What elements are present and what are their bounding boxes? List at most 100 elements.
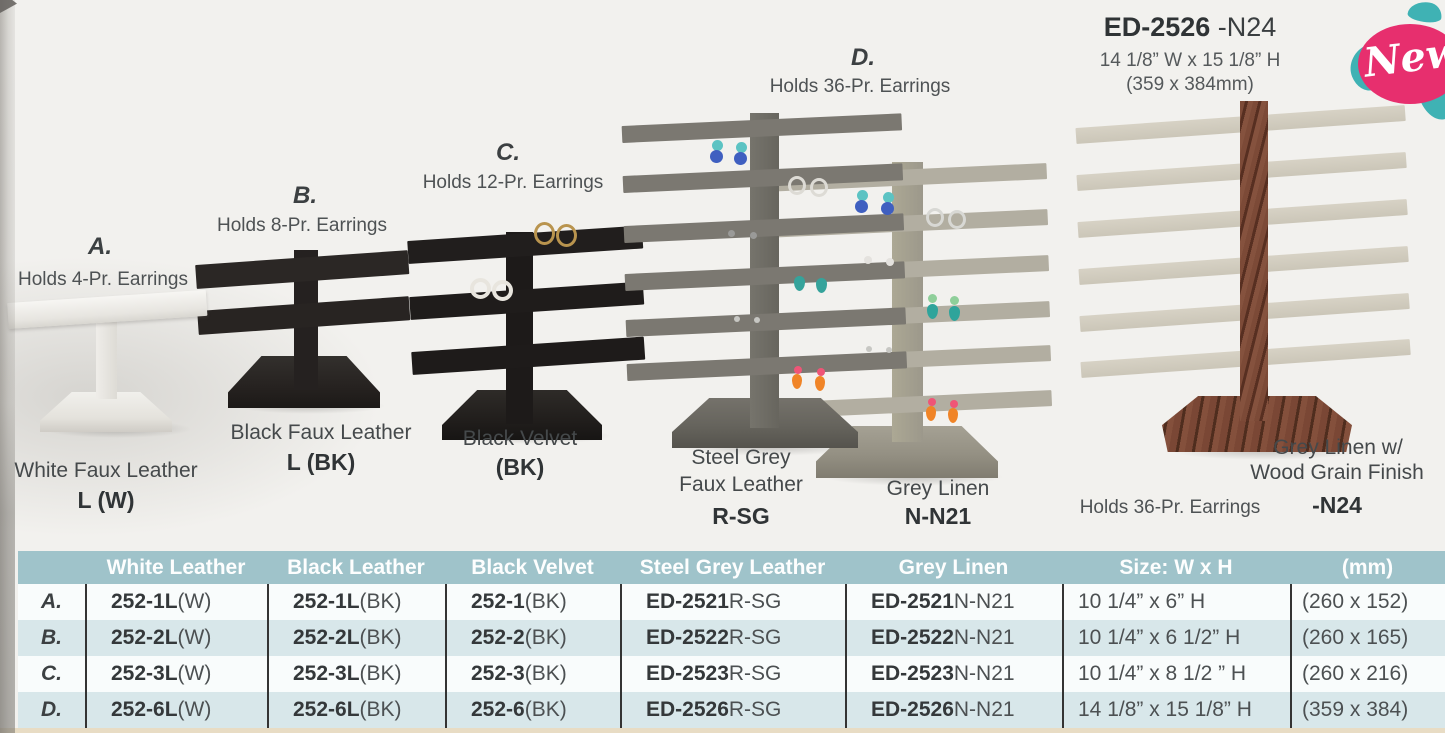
code-bold: ED-2521 [646, 590, 729, 613]
stud-earring-decoration [734, 316, 740, 322]
page-bottom-edge [0, 728, 1445, 733]
code-bold: 252-2L [111, 626, 178, 649]
code-rest: R-SG [728, 590, 782, 613]
stand-c-post [506, 232, 533, 424]
product-d-linen-code: N-N21 [904, 503, 972, 529]
product-c-material: Black Velvet [462, 427, 578, 450]
cluster-earring-decoration [712, 140, 723, 151]
mm-cell: (260 x 165) [1290, 620, 1445, 656]
header-grey-linen: Grey Linen [845, 551, 1062, 584]
pink-earring-decoration [928, 398, 936, 406]
stud-earring-decoration [728, 230, 735, 237]
stud-earring-decoration [866, 346, 872, 352]
turquoise-earring-decoration [816, 278, 827, 293]
table-cell: ED-2521 N-N21 [845, 584, 1062, 620]
cluster-earring-decoration [881, 202, 894, 215]
table-cell: 252-1 (BK) [445, 584, 620, 620]
product-b-holds: Holds 8-Pr. Earrings [216, 215, 388, 236]
header-mm: (mm) [1290, 551, 1445, 584]
size-value: 10 1/4” x 6” H [1078, 590, 1206, 613]
table-cell: 252-6 (BK) [445, 692, 620, 728]
table-cell: ED-2523 R-SG [620, 656, 845, 692]
row-label: B. [18, 620, 85, 656]
orange-earring-decoration [792, 374, 802, 389]
code-rest: (BK) [524, 626, 567, 649]
code-bold: ED-2526 [646, 698, 729, 721]
cluster-earring-decoration [855, 200, 868, 213]
code-rest: (BK) [359, 590, 402, 613]
stand-n24-post [1240, 101, 1268, 421]
product-b-material: Black Faux Leather [230, 421, 412, 444]
code-rest: (W) [177, 626, 212, 649]
product-c-letter: C. [496, 139, 520, 166]
orange-earring-decoration [815, 376, 825, 391]
table-cell: 252-2L (W) [85, 620, 267, 656]
code-bold: 252-1L [293, 590, 360, 613]
row-label: D. [18, 692, 85, 728]
gold-earring-decoration [556, 224, 577, 247]
featured-dimensions: 14 1/8” W x 15 1/8” H [1099, 50, 1281, 71]
page-left-edge [0, 0, 15, 733]
green-earring-decoration [928, 294, 937, 303]
table-cell: ED-2522 N-N21 [845, 620, 1062, 656]
mm-cell: (359 x 384) [1290, 692, 1445, 728]
code-bold: ED-2522 [871, 626, 954, 649]
code-rest: R-SG [728, 626, 782, 649]
code-rest: (W) [177, 662, 212, 685]
table-cell: ED-2526 R-SG [620, 692, 845, 728]
green-earring-decoration [950, 296, 959, 305]
table-cell: ED-2521 R-SG [620, 584, 845, 620]
hoop-earring-decoration [948, 210, 966, 229]
pink-earring-decoration [817, 368, 825, 376]
code-rest: (W) [177, 590, 212, 613]
mm-value: (260 x 216) [1302, 662, 1409, 685]
product-d-steel-material-2: Faux Leather [679, 473, 803, 496]
green-earring-decoration [949, 306, 960, 321]
featured-code-label: -N24 [1312, 492, 1362, 518]
code-rest: (BK) [359, 626, 402, 649]
product-a-holds: Holds 4-Pr. Earrings [17, 269, 189, 290]
table-cell: ED-2522 R-SG [620, 620, 845, 656]
table-cell: 252-3L (BK) [267, 656, 445, 692]
code-bold: 252-2L [293, 626, 360, 649]
code-bold: ED-2526 [871, 698, 954, 721]
code-bold: 252-1 [471, 590, 525, 613]
stud-earring-decoration [754, 317, 760, 323]
product-b-code: L (BK) [286, 449, 356, 475]
code-rest: (BK) [524, 662, 567, 685]
cluster-earring-decoration [736, 142, 747, 153]
cluster-earring-decoration [710, 150, 723, 163]
cluster-earring-decoration [883, 192, 894, 203]
pearl-earring-decoration [886, 258, 894, 266]
product-c-holds: Holds 12-Pr. Earrings [422, 172, 604, 193]
size-value: 10 1/4” x 6 1/2” H [1078, 626, 1241, 649]
featured-dimensions-mm: (359 x 384mm) [1126, 74, 1254, 95]
code-rest: N-N21 [953, 590, 1015, 613]
header-size: Size: W x H [1062, 551, 1290, 584]
code-rest: (BK) [524, 590, 567, 613]
product-b-letter: B. [293, 182, 317, 209]
code-rest: (BK) [359, 662, 402, 685]
size-value: 14 1/8” x 15 1/8” H [1078, 698, 1252, 721]
header-steel-grey-leather: Steel Grey Leather [620, 551, 845, 584]
header-cell-empty [18, 551, 85, 584]
table-cell: 252-6L (W) [85, 692, 267, 728]
featured-code-suffix: -N24 [1210, 12, 1277, 42]
code-rest: N-N21 [953, 698, 1015, 721]
product-c-code: (BK) [495, 454, 545, 480]
orange-earring-decoration [926, 406, 936, 421]
hoop-earring-decoration [926, 208, 944, 227]
hoop-earring-decoration [470, 278, 491, 299]
cluster-earring-decoration [857, 190, 868, 201]
stud-earring-decoration [886, 347, 892, 353]
code-bold: 252-6L [111, 698, 178, 721]
size-cell: 10 1/4” x 6” H [1062, 584, 1290, 620]
table-cell: 252-1L (W) [85, 584, 267, 620]
header-black-leather: Black Leather [267, 551, 445, 584]
table-cell: 252-6L (BK) [267, 692, 445, 728]
header-black-velvet: Black Velvet [445, 551, 620, 584]
code-bold: ED-2521 [871, 590, 954, 613]
product-a-letter: A. [88, 233, 112, 260]
mm-cell: (260 x 152) [1290, 584, 1445, 620]
